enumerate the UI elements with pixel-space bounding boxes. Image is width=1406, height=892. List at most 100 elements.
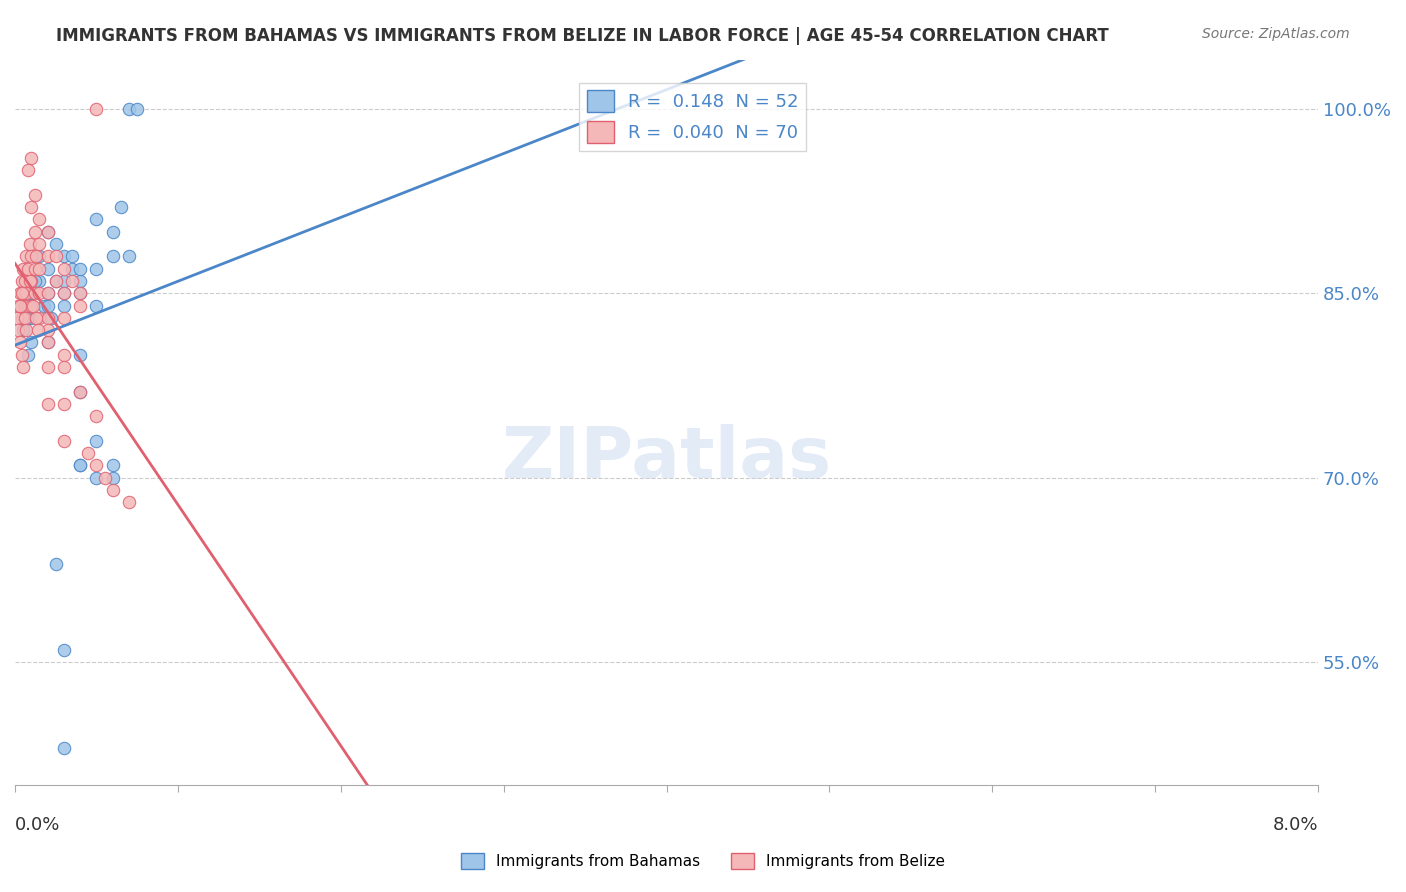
Point [37, 323, 59, 337]
Point [20, 310, 42, 325]
Point [69, 299, 91, 313]
Point [11, 360, 34, 375]
Legend: R =  0.148  N = 52, R =  0.040  N = 70: R = 0.148 N = 52, R = 0.040 N = 70 [579, 83, 806, 151]
Point [86, 299, 108, 313]
Point [37, 335, 59, 350]
Point [17, 261, 39, 276]
Point [37, 310, 59, 325]
Point [28, 237, 51, 252]
Point [10, 310, 32, 325]
Point [101, 225, 124, 239]
Text: 0.0%: 0.0% [15, 816, 60, 834]
Point [77, 446, 100, 460]
Point [20, 151, 42, 165]
Point [101, 249, 124, 263]
Point [14, 299, 37, 313]
Point [11, 299, 34, 313]
Point [118, 249, 141, 263]
Point [24, 286, 46, 301]
Point [86, 458, 108, 473]
Text: IMMIGRANTS FROM BAHAMAS VS IMMIGRANTS FROM BELIZE IN LABOR FORCE | AGE 45-54 COR: IMMIGRANTS FROM BAHAMAS VS IMMIGRANTS FR… [56, 27, 1109, 45]
Point [20, 299, 42, 313]
Point [37, 225, 59, 239]
Point [86, 409, 108, 424]
Point [69, 348, 91, 362]
Point [118, 102, 141, 116]
Point [69, 274, 91, 288]
Point [69, 286, 91, 301]
Point [37, 249, 59, 263]
Point [15, 286, 38, 301]
Point [24, 274, 46, 288]
Point [37, 286, 59, 301]
Point [34, 299, 56, 313]
Point [39, 310, 62, 325]
Point [86, 102, 108, 116]
Point [15, 249, 38, 263]
Point [15, 323, 38, 337]
Point [24, 225, 46, 239]
Text: Source: ZipAtlas.com: Source: ZipAtlas.com [1202, 27, 1350, 41]
Point [17, 163, 39, 178]
Point [28, 212, 51, 227]
Point [17, 299, 39, 313]
Point [52, 286, 75, 301]
Point [69, 458, 91, 473]
Point [69, 384, 91, 399]
Point [52, 261, 75, 276]
Point [45, 249, 67, 263]
Point [20, 274, 42, 288]
Point [60, 249, 83, 263]
Point [69, 458, 91, 473]
Point [20, 200, 42, 214]
Point [52, 741, 75, 756]
Point [17, 310, 39, 325]
Point [24, 261, 46, 276]
Point [14, 274, 37, 288]
Point [10, 274, 32, 288]
Text: 8.0%: 8.0% [1272, 816, 1319, 834]
Point [17, 348, 39, 362]
Point [11, 323, 34, 337]
Point [101, 458, 124, 473]
Point [45, 274, 67, 288]
Point [8, 286, 31, 301]
Point [86, 212, 108, 227]
Point [20, 286, 42, 301]
Point [25, 310, 48, 325]
Point [10, 348, 32, 362]
Point [28, 261, 51, 276]
Point [86, 261, 108, 276]
Point [11, 310, 34, 325]
Point [93, 471, 115, 485]
Point [28, 310, 51, 325]
Point [110, 200, 132, 214]
Point [7, 323, 30, 337]
Legend: Immigrants from Bahamas, Immigrants from Belize: Immigrants from Bahamas, Immigrants from… [456, 847, 950, 875]
Point [127, 102, 149, 116]
Point [20, 299, 42, 313]
Point [69, 286, 91, 301]
Point [25, 249, 48, 263]
Point [45, 237, 67, 252]
Point [14, 310, 37, 325]
Point [52, 274, 75, 288]
Point [37, 261, 59, 276]
Point [118, 495, 141, 509]
Point [11, 286, 34, 301]
Point [21, 299, 44, 313]
Point [37, 225, 59, 239]
Point [37, 335, 59, 350]
Point [52, 360, 75, 375]
Point [28, 286, 51, 301]
Point [20, 249, 42, 263]
Point [52, 348, 75, 362]
Point [101, 471, 124, 485]
Point [60, 261, 83, 276]
Point [28, 274, 51, 288]
Point [45, 557, 67, 571]
Point [37, 286, 59, 301]
Point [52, 299, 75, 313]
Point [8, 335, 31, 350]
Point [101, 483, 124, 497]
